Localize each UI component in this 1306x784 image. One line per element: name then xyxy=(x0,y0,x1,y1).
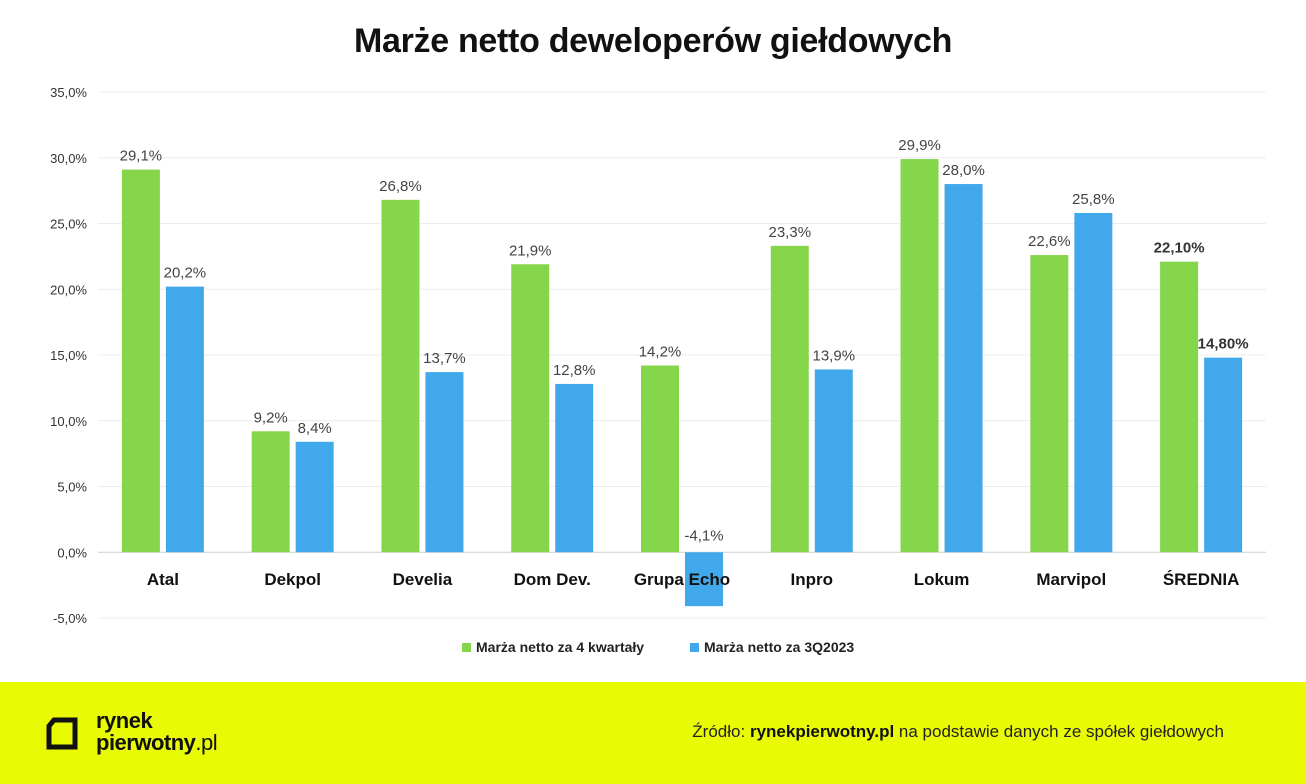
bar xyxy=(944,184,983,553)
logo-line-1: rynek xyxy=(96,708,153,733)
data-label: 22,6% xyxy=(1028,233,1071,250)
data-label: 21,9% xyxy=(509,242,552,259)
footer-bar xyxy=(0,682,1306,784)
bar xyxy=(1204,357,1243,553)
x-tick-label: Atal xyxy=(147,570,179,589)
x-tick-label: Grupa Echo xyxy=(634,570,730,589)
logo-icon xyxy=(46,717,78,750)
y-tick-label: 10,0% xyxy=(50,414,87,429)
bar xyxy=(685,552,723,607)
bar xyxy=(555,383,594,553)
bar xyxy=(1074,212,1113,553)
x-tick-label: Marvipol xyxy=(1036,570,1106,589)
y-tick-label: 20,0% xyxy=(50,282,87,297)
logo-domain: .pl xyxy=(195,730,218,755)
x-tick-label: ŚREDNIA xyxy=(1163,570,1240,589)
data-label: 12,8% xyxy=(553,362,596,379)
bar xyxy=(814,369,853,553)
data-label: 20,2% xyxy=(164,265,207,282)
logo-line-2: pierwotny xyxy=(96,730,196,755)
y-tick-label: -5,0% xyxy=(53,611,87,626)
x-tick-label: Dekpol xyxy=(264,570,321,589)
legend-swatch xyxy=(690,643,699,652)
data-label: 26,8% xyxy=(379,178,422,195)
data-label: 29,1% xyxy=(120,148,163,165)
bar xyxy=(251,431,290,553)
bar xyxy=(900,159,939,553)
bar xyxy=(381,199,420,553)
y-tick-label: 15,0% xyxy=(50,348,87,363)
legend-label: Marża netto za 3Q2023 xyxy=(704,639,854,655)
data-label: 9,2% xyxy=(254,409,288,426)
bar xyxy=(770,245,809,553)
x-tick-label: Lokum xyxy=(914,570,970,589)
data-label: 13,7% xyxy=(423,350,466,367)
bar xyxy=(165,286,204,553)
chart-title: Marże netto deweloperów giełdowych xyxy=(353,22,953,60)
y-tick-label: 30,0% xyxy=(50,151,87,166)
y-tick-label: 25,0% xyxy=(50,217,87,232)
data-label: 23,3% xyxy=(769,224,812,241)
y-tick-label: 0,0% xyxy=(57,545,87,560)
source-link[interactable]: rynekpierwotny.pl xyxy=(749,722,895,741)
bar xyxy=(121,169,160,553)
bar xyxy=(425,372,464,553)
data-label: 14,2% xyxy=(639,344,682,361)
x-tick-label: Dom Dev. xyxy=(514,570,591,589)
x-tick-label: Develia xyxy=(393,570,453,589)
y-tick-label: 5,0% xyxy=(57,480,87,495)
data-label: 29,9% xyxy=(898,137,941,154)
bar xyxy=(295,441,334,553)
bar-chart: -5,0% 0,0% 5,0% 10,0% 15,0% 20,0% 25,0% 30,0% 35… xyxy=(50,85,1266,655)
data-label: 28,0% xyxy=(942,162,985,179)
source-suffix: na podstawie danych ze spółek giełdowych xyxy=(898,722,1224,741)
legend-label: Marża netto za 4 kwartały xyxy=(476,639,644,655)
data-label: 13,9% xyxy=(813,347,856,364)
data-label: 22,10% xyxy=(1154,240,1205,257)
data-label: 8,4% xyxy=(298,420,332,437)
bar xyxy=(1160,261,1199,553)
bar xyxy=(1030,255,1069,553)
logo-wordmark[interactable]: rynek pierwotny.pl xyxy=(96,708,218,755)
bar xyxy=(641,365,679,553)
bar xyxy=(511,264,550,553)
data-label: 14,80% xyxy=(1198,336,1249,353)
x-tick-label: Inpro xyxy=(791,570,834,589)
legend-swatch xyxy=(462,643,471,652)
data-label: -4,1% xyxy=(684,527,723,544)
source-note: Źródło: rynekpierwotny.pl na podstawie d… xyxy=(692,722,1224,742)
y-tick-label: 35,0% xyxy=(50,85,87,100)
source-prefix: Źródło: xyxy=(692,722,746,741)
data-label: 25,8% xyxy=(1072,191,1115,208)
